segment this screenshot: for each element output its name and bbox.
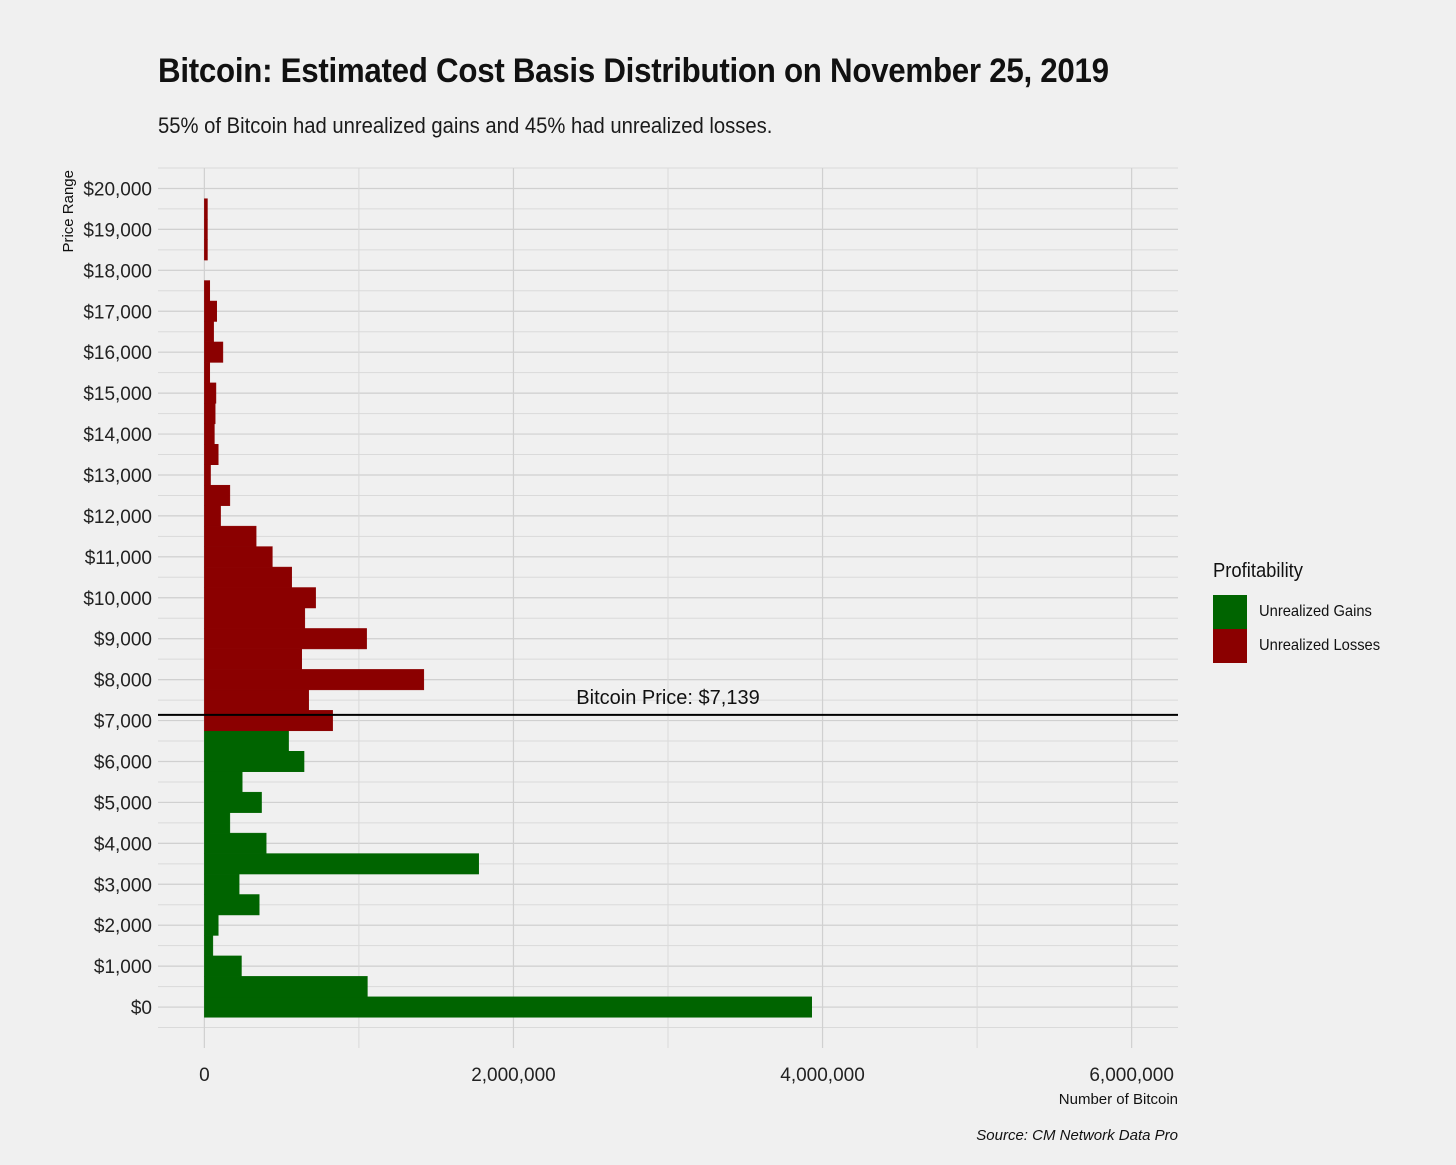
y-tick-label: $10,000: [83, 589, 152, 610]
chart-subtitle: 55% of Bitcoin had unrealized gains and …: [158, 113, 773, 138]
bar-losses-10500: [204, 566, 292, 588]
bar-gains-1500: [204, 935, 214, 957]
x-axis-title: Number of Bitcoin: [1059, 1091, 1178, 1108]
bar-losses-11000: [204, 546, 273, 568]
bar-losses-17000: [204, 300, 217, 322]
bar-losses-19500: [204, 198, 208, 220]
y-tick-label: $18,000: [83, 261, 152, 282]
y-tick-label: $20,000: [83, 179, 152, 200]
y-tick-label: $8,000: [94, 671, 152, 692]
bar-losses-13500: [204, 444, 219, 465]
y-tick-label: $12,000: [83, 507, 152, 528]
y-tick-label: $11,000: [85, 548, 152, 569]
legend-item-losses: Unrealized Losses: [1213, 629, 1391, 663]
bar-losses-10000: [204, 587, 316, 609]
bar-gains-6000: [204, 751, 305, 772]
y-tick-label: $14,000: [83, 425, 152, 446]
bar-losses-18500: [204, 239, 208, 261]
y-tick-label: $19,000: [83, 220, 152, 241]
y-tick-label: $15,000: [83, 384, 152, 405]
bar-losses-8500: [204, 648, 302, 670]
bar-gains-4500: [204, 812, 231, 834]
y-tick-label: $17,000: [83, 302, 152, 323]
bar-losses-13000: [204, 464, 211, 486]
bar-gains-6500: [204, 730, 289, 752]
bar-losses-14000: [204, 423, 215, 445]
chart-title: Bitcoin: Estimated Cost Basis Distributi…: [158, 52, 1109, 90]
bar-gains-2500: [204, 894, 260, 916]
bar-losses-15000: [204, 382, 217, 404]
y-tick-label: $9,000: [94, 630, 152, 651]
bar-losses-9000: [204, 628, 367, 650]
bar-losses-8000: [204, 669, 425, 691]
y-tick-label: $0: [131, 998, 152, 1019]
bar-gains-5000: [204, 791, 262, 813]
legend-swatch-gains: [1213, 595, 1247, 629]
price-line-label: Bitcoin Price: $7,139: [576, 687, 759, 709]
source-note: Source: CM Network Data Pro: [976, 1127, 1178, 1144]
legend-label-gains: Unrealized Gains: [1259, 603, 1372, 620]
x-tick-label: 0: [199, 1065, 210, 1086]
y-tick-label: $16,000: [83, 343, 152, 364]
bar-losses-14500: [204, 403, 216, 425]
y-tick-label: $3,000: [94, 875, 152, 896]
bar-gains-1000: [204, 955, 242, 977]
y-tick-label: $2,000: [94, 916, 152, 937]
legend-label-losses: Unrealized Losses: [1259, 637, 1381, 654]
bar-losses-9500: [204, 607, 306, 629]
legend-item-gains: Unrealized Gains: [1213, 595, 1391, 629]
x-tick-label: 6,000,000: [1089, 1065, 1174, 1086]
bar-losses-16500: [204, 321, 214, 343]
legend-swatch-losses: [1213, 629, 1247, 663]
bar-gains-5500: [204, 771, 243, 793]
bar-losses-11500: [204, 525, 257, 547]
bar-gains-4000: [204, 832, 267, 854]
bar-losses-12500: [204, 484, 231, 506]
bar-losses-12000: [204, 505, 221, 527]
y-tick-label: $7,000: [94, 712, 152, 733]
bar-gains-0: [204, 996, 812, 1018]
bar-losses-16000: [204, 341, 224, 363]
y-tick-label: $6,000: [94, 752, 152, 773]
y-axis-title: Price Range: [60, 170, 77, 253]
bar-losses-7000: [204, 710, 333, 732]
x-tick-label: 2,000,000: [471, 1065, 556, 1086]
x-tick-label: 4,000,000: [780, 1065, 865, 1086]
legend-title: Profitability: [1213, 560, 1303, 582]
bar-losses-15500: [204, 362, 211, 384]
y-tick-label: $5,000: [94, 793, 152, 814]
bar-losses-7500: [204, 689, 309, 711]
bar-losses-17500: [204, 280, 211, 302]
y-tick-label: $4,000: [94, 834, 152, 855]
bar-gains-3000: [204, 873, 240, 895]
bar-losses-19000: [204, 218, 208, 240]
bar-gains-500: [204, 976, 368, 998]
y-tick-label: $1,000: [94, 957, 152, 978]
bar-gains-3500: [204, 853, 479, 875]
legend: Profitability Unrealized Gains Unrealize…: [1213, 560, 1391, 663]
bar-gains-2000: [204, 914, 219, 936]
y-tick-label: $13,000: [83, 466, 152, 487]
